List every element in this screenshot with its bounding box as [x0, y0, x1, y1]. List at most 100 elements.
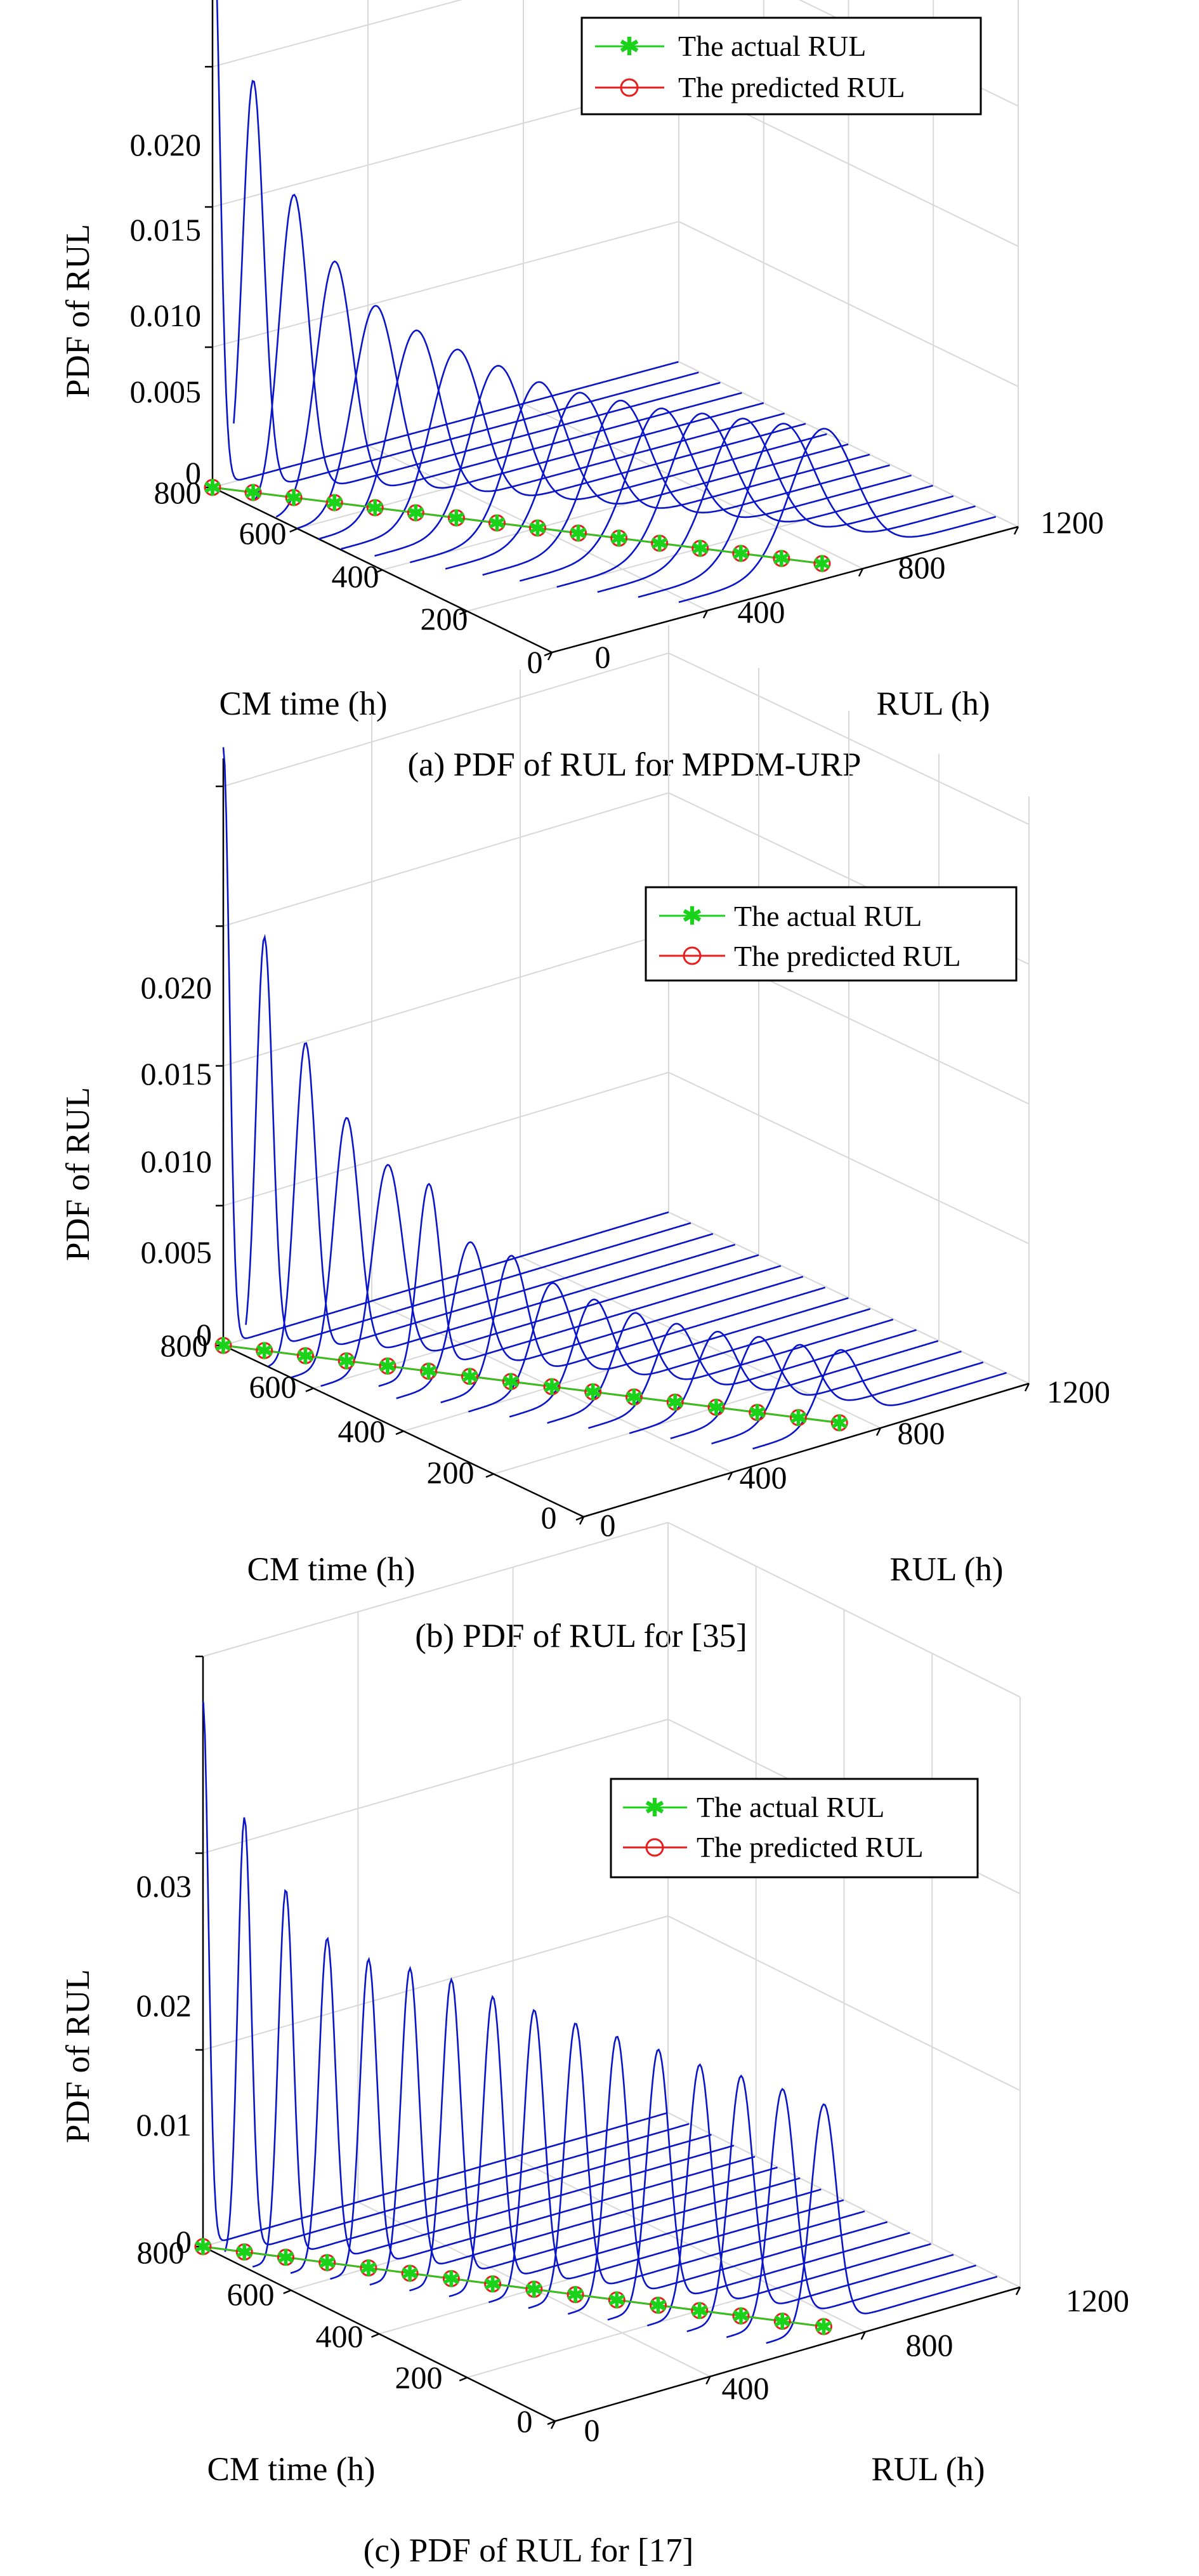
- predicted-rul-point: [732, 545, 750, 562]
- actual-rul-line: [223, 1344, 840, 1424]
- actual-rul-point: ✱: [650, 531, 669, 557]
- actual-rul-point: ✱: [772, 546, 791, 572]
- legend-box: [580, 17, 982, 116]
- pdf-curve: [711, 1344, 984, 1444]
- x-tick-mark: [875, 1427, 882, 1436]
- pdf-curve: [233, 79, 699, 483]
- predicted-rul-point: [650, 2296, 667, 2314]
- x-tick-label: 800: [906, 2327, 953, 2363]
- x-axis-line: [583, 1382, 1030, 1518]
- pdf-curve: [509, 1298, 871, 1418]
- actual-rul-point: ✱: [610, 526, 629, 552]
- x-tick-label: 800: [898, 1415, 945, 1451]
- legend: ✱ The actual RUL The predicted RUL: [580, 17, 982, 116]
- actual-rul-point: ✱: [203, 475, 222, 501]
- legend-actual-label: The actual RUL: [734, 900, 922, 932]
- rul-markers: ✱ ✱ ✱ ✱ ✱ ✱ ✱ ✱ ✱ ✱ ✱ ✱ ✱ ✱ ✱ ✱: [214, 1333, 849, 1436]
- predicted-rul-point: [525, 2280, 543, 2298]
- pdf-curves: [222, 747, 1007, 1450]
- x-tick-mark: [1024, 1383, 1030, 1392]
- predicted-rul-point: [204, 479, 221, 496]
- predicted-rul-point: [773, 550, 790, 567]
- predicted-rul-point: [749, 1404, 766, 1422]
- actual-rul-point: ✱: [244, 480, 263, 506]
- z-tick-label: 0.005: [141, 1234, 213, 1270]
- predicted-rul-point: [285, 489, 303, 506]
- y-axis-label: CM time (h): [219, 685, 388, 722]
- legend-actual-marker: ✱: [681, 902, 703, 930]
- actual-rul-line: [202, 2245, 824, 2328]
- grid-line: [223, 652, 669, 788]
- actual-rul-point: ✱: [483, 2272, 502, 2297]
- x-tick-label: 400: [722, 2370, 770, 2406]
- actual-rul-point: ✱: [568, 521, 587, 546]
- y-tick-label: 600: [249, 1369, 297, 1404]
- pdf-curve: [222, 747, 669, 1340]
- predicted-rul-point: [244, 484, 262, 501]
- grid-line: [667, 1915, 1021, 2091]
- actual-rul-point: ✱: [607, 2288, 626, 2313]
- predicted-rul-point: [442, 2269, 460, 2287]
- z-tick-label: 0.020: [130, 127, 202, 162]
- pdf-curve: [766, 2103, 998, 2344]
- actual-rul-point: ✱: [276, 2245, 295, 2271]
- actual-rul-point: ✱: [789, 1406, 808, 1431]
- actual-rul-point: ✱: [337, 1349, 356, 1374]
- actual-rul-point: ✱: [296, 1344, 315, 1369]
- y-tick-label: 800: [154, 475, 202, 510]
- predicted-rul-point: [707, 1399, 725, 1416]
- pdf-curve: [330, 1957, 756, 2280]
- predicted-rul-point: [691, 539, 709, 557]
- y-tick-label: 800: [137, 2235, 185, 2270]
- pdf-curves: [216, 0, 997, 604]
- actual-rul-point: ✱: [365, 496, 384, 521]
- predicted-rul-point: [773, 2313, 791, 2330]
- predicted-rul-point: [608, 2291, 626, 2309]
- actual-rul-point: ✱: [707, 1396, 726, 1421]
- x-axis-label: RUL (h): [871, 2451, 985, 2488]
- legend-box: [645, 886, 1018, 982]
- x-tick-mark: [702, 610, 709, 619]
- pdf-curves: [202, 1701, 998, 2344]
- legend-predicted-marker: [645, 1838, 664, 1857]
- predicted-rul-point: [337, 1352, 355, 1370]
- pdf-curve: [318, 329, 785, 540]
- x-tick-label: 800: [898, 550, 946, 585]
- pdf-curve: [588, 1323, 917, 1429]
- pdf-curve: [369, 1965, 778, 2286]
- grid-line: [668, 1071, 1030, 1245]
- actual-rul-point: ✱: [419, 1359, 438, 1385]
- z-tick-label: 0.015: [141, 1056, 213, 1092]
- legend-predicted-marker: [683, 946, 702, 965]
- pdf-curve: [547, 1312, 894, 1424]
- grid-line: [223, 792, 669, 927]
- actual-rul-line: [212, 486, 823, 565]
- y-tick-label: 400: [332, 558, 379, 594]
- actual-rul-point: ✱: [255, 1338, 274, 1364]
- predicted-rul-point: [318, 2254, 336, 2271]
- pdf-curve: [268, 1042, 714, 1368]
- actual-rul-point: ✱: [773, 2309, 792, 2335]
- pdf-curve: [341, 348, 806, 550]
- y-tick-label: 600: [239, 515, 287, 551]
- pdf-curve: [567, 2035, 888, 2315]
- actual-rul-point: ✱: [214, 1333, 233, 1359]
- x-tick-mark: [1015, 2287, 1021, 2295]
- y-tick-mark: [459, 2377, 468, 2382]
- x-tick-label: 1200: [1047, 1374, 1110, 1410]
- grid-line: [223, 1071, 669, 1206]
- predicted-rul-point: [543, 1378, 561, 1396]
- actual-rul-point: ✱: [542, 1375, 561, 1400]
- x-tick-mark: [1013, 526, 1019, 535]
- x-tick-label: 0: [584, 2412, 600, 2448]
- legend-actual-label: The actual RUL: [678, 30, 866, 62]
- pdf-curve: [449, 1995, 822, 2297]
- x-axis-label: RUL (h): [876, 685, 990, 722]
- x-tick-mark: [547, 652, 553, 661]
- grid-line: [202, 1915, 669, 2051]
- y-tick-label: 600: [227, 2276, 275, 2312]
- predicted-rul-point: [790, 1409, 807, 1427]
- pdf-curve: [646, 2063, 931, 2327]
- pdf-curve: [519, 407, 912, 582]
- actual-rul-point: ✱: [731, 541, 750, 567]
